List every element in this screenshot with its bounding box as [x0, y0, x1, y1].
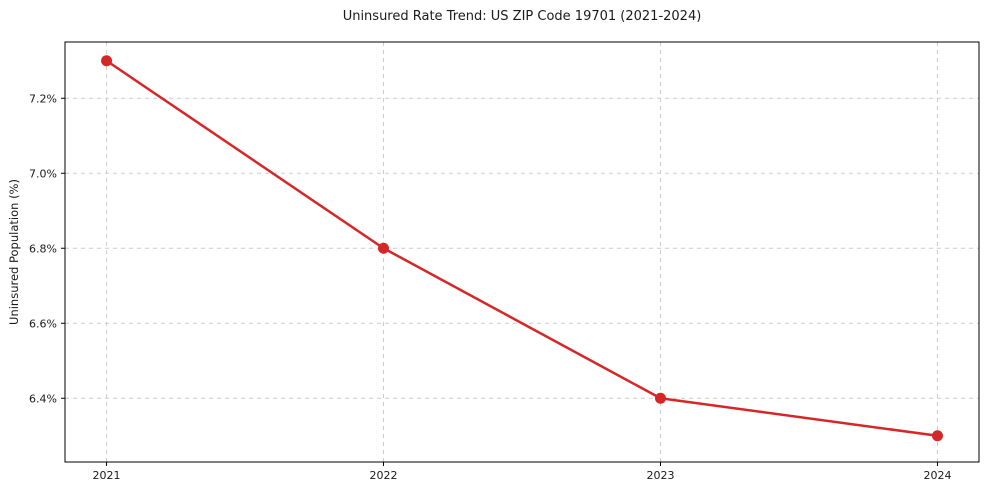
axes-frame: [64, 41, 980, 463]
data-point-marker: [931, 430, 943, 442]
x-tick-label: 2024: [923, 469, 951, 482]
y-tick-label: 7.2%: [29, 92, 57, 105]
y-tick-label: 6.6%: [29, 317, 57, 330]
y-tick-label: 7.0%: [29, 167, 57, 180]
y-axis-label: Uninsured Population (%): [7, 179, 21, 325]
y-tick-label: 6.4%: [29, 392, 57, 405]
data-point-marker: [378, 242, 390, 254]
x-tick-label: 2023: [646, 469, 674, 482]
x-tick-label: 2022: [370, 469, 398, 482]
x-tick-label: 2021: [93, 469, 121, 482]
data-point-marker: [101, 55, 113, 67]
trend-line: [105, 59, 939, 437]
y-tick-label: 6.8%: [29, 242, 57, 255]
data-point-marker: [654, 392, 666, 404]
chart-title: Uninsured Rate Trend: US ZIP Code 19701 …: [342, 9, 702, 24]
